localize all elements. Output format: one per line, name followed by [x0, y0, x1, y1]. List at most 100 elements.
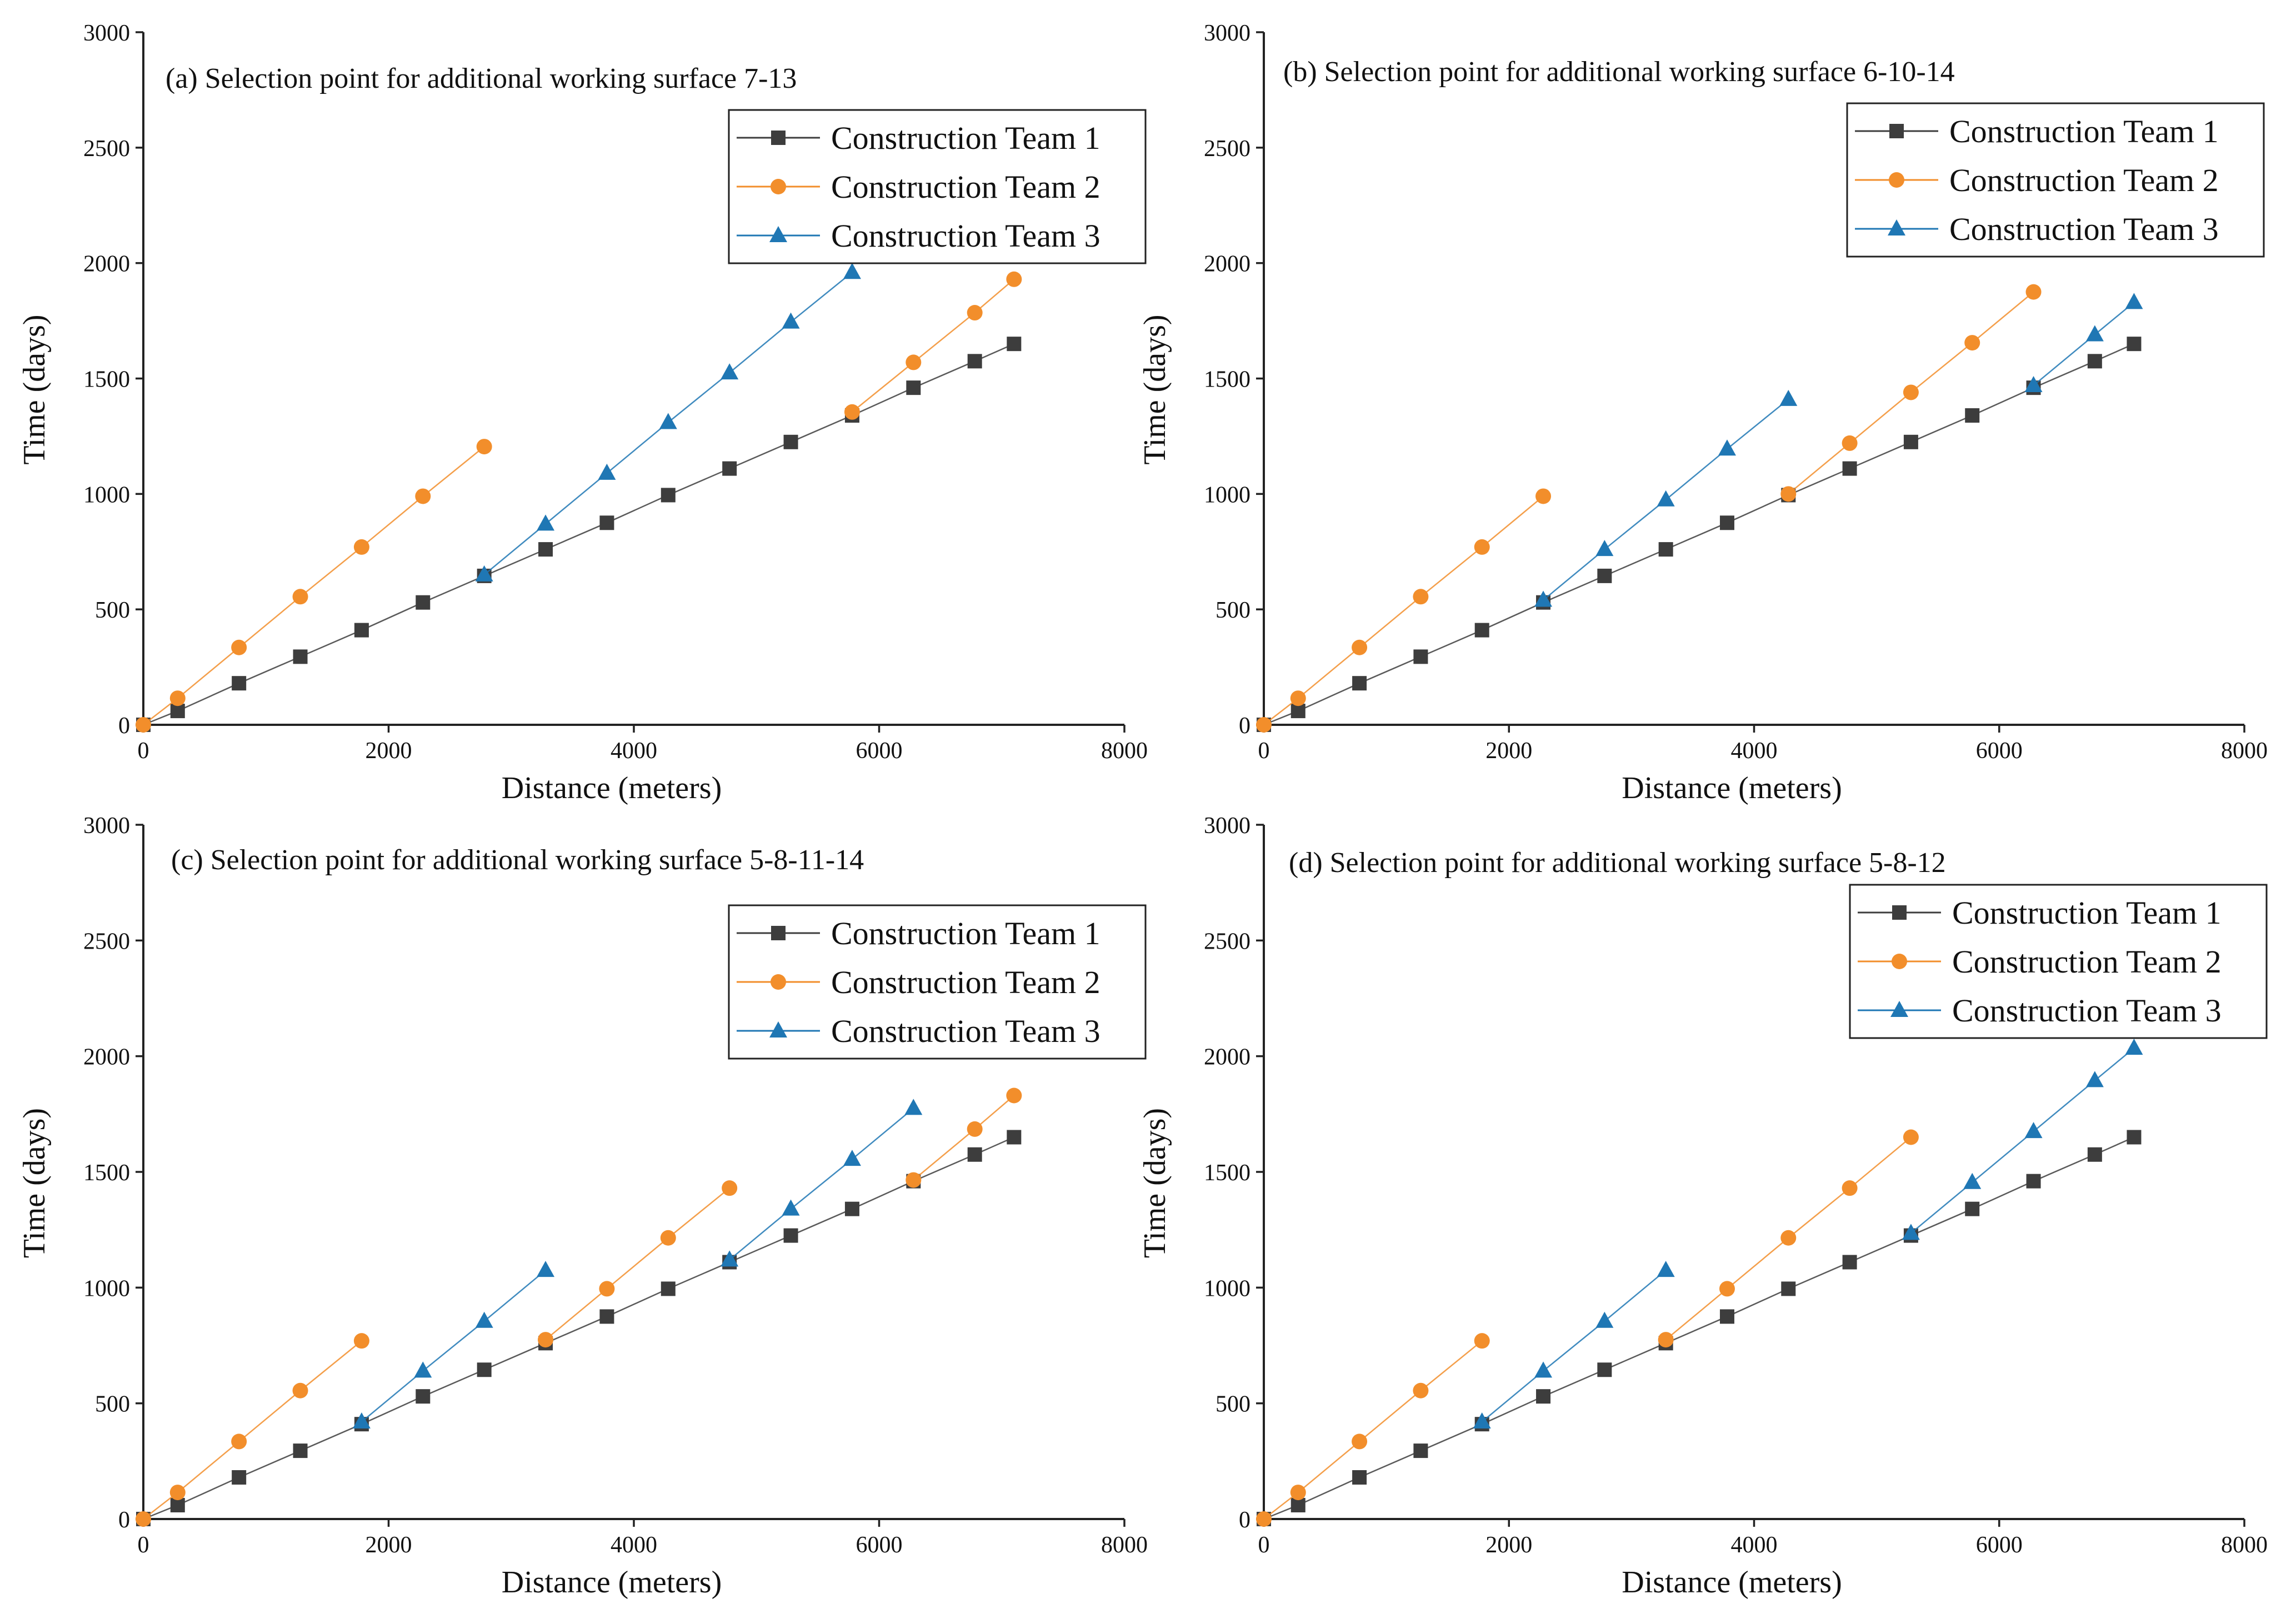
- data-point: [414, 1361, 432, 1378]
- legend-entry: Construction Team 3: [1949, 211, 2219, 247]
- data-point: [1474, 1333, 1490, 1349]
- y-axis-label: Time (days): [1138, 1108, 1172, 1258]
- legend-marker: [1890, 1001, 1908, 1017]
- data-point: [1965, 408, 1980, 423]
- legend-marker: [771, 926, 786, 940]
- data-point: [722, 461, 737, 476]
- x-tick-label: 4000: [611, 738, 657, 764]
- data-point: [1842, 1255, 1857, 1270]
- data-point: [1842, 435, 1858, 451]
- series-line: [143, 343, 1014, 726]
- y-tick-label: 1500: [1204, 1160, 1250, 1186]
- y-axis-label: Time (days): [17, 314, 52, 464]
- legend-entry: Construction Team 1: [831, 915, 1101, 951]
- data-point: [2087, 354, 2102, 369]
- y-tick-label: 500: [95, 1392, 130, 1417]
- panel-a: 0 2000 4000 6000 8000 0 500 1000 1500 2000 2500 300…: [17, 21, 1148, 805]
- x-axis-label: Distance (meters): [502, 1565, 722, 1600]
- series-line: [1263, 495, 1544, 725]
- data-point: [599, 515, 614, 530]
- data-point: [2125, 1039, 2143, 1055]
- panel-b: 0 2000 4000 6000 8000 0 500 1000 1500 2000 2500 300…: [1138, 21, 2268, 805]
- data-point: [1780, 486, 1797, 502]
- legend: Construction Team 1 Construction Team 2 Co…: [1849, 884, 2268, 1039]
- data-point: [659, 413, 677, 429]
- data-point: [1352, 1470, 1367, 1485]
- legend-entry: Construction Team 2: [1952, 944, 2222, 980]
- data-point: [1781, 1281, 1796, 1296]
- y-tick-label: 0: [1239, 1507, 1250, 1533]
- data-point: [416, 595, 431, 610]
- series-team-2: [1256, 1129, 1919, 1527]
- y-tick-label: 3000: [1204, 21, 1250, 46]
- legend: Construction Team 1 Construction Team 2 Co…: [728, 904, 1147, 1060]
- data-point: [1006, 271, 1022, 287]
- y-axis-label: Time (days): [1138, 314, 1172, 464]
- legend-marker: [1889, 124, 1904, 138]
- legend: Construction Team 1 Construction Team 2 Co…: [1846, 102, 2265, 258]
- data-point: [537, 1261, 555, 1277]
- y-tick-label: 1500: [83, 367, 130, 393]
- series-team-2: [136, 271, 1022, 733]
- y-tick-label: 500: [1215, 1392, 1250, 1417]
- data-point: [1718, 439, 1736, 456]
- data-point: [477, 1362, 492, 1377]
- x-axis-label: Distance (meters): [1622, 1565, 1842, 1600]
- data-point: [537, 514, 555, 531]
- panel-title: (a) Selection point for additional worki…: [166, 63, 797, 94]
- data-point: [2085, 325, 2104, 342]
- data-point: [1534, 1361, 1553, 1378]
- y-tick-label: 1000: [83, 1276, 130, 1301]
- data-point: [967, 305, 983, 321]
- series-team-1: [136, 337, 1022, 732]
- data-point: [1290, 690, 1306, 706]
- data-point: [783, 434, 798, 449]
- data-point: [1903, 384, 1919, 400]
- data-point: [353, 539, 369, 555]
- data-point: [967, 1121, 983, 1137]
- data-point: [292, 589, 308, 605]
- data-point: [170, 704, 185, 719]
- series-team-3: [475, 263, 861, 582]
- data-point: [906, 354, 922, 370]
- data-point: [416, 1389, 431, 1404]
- series-line: [1263, 1136, 2134, 1520]
- data-point: [293, 1443, 308, 1458]
- data-point: [2127, 337, 2142, 352]
- data-point: [475, 1311, 493, 1328]
- data-point: [1474, 623, 1489, 638]
- data-point: [783, 1228, 798, 1243]
- data-point: [722, 1180, 738, 1196]
- y-axis-label: Time (days): [17, 1108, 52, 1258]
- data-point: [782, 1199, 800, 1216]
- data-point: [169, 690, 186, 706]
- y-tick-label: 3000: [83, 21, 130, 46]
- series-line: [361, 1270, 546, 1422]
- series-team-1: [136, 1130, 1022, 1526]
- x-axis-label: Distance (meters): [502, 771, 722, 805]
- series-line: [1263, 343, 2134, 726]
- series-line: [852, 278, 1015, 413]
- legend-marker: [1889, 172, 1904, 188]
- data-point: [1473, 1412, 1491, 1428]
- data-point: [721, 363, 739, 380]
- legend-marker: [1892, 954, 1907, 969]
- x-tick-label: 8000: [1101, 1532, 1148, 1558]
- data-point: [906, 1172, 922, 1188]
- y-tick-label: 1500: [83, 1160, 130, 1186]
- data-point: [1413, 589, 1429, 605]
- data-point: [475, 565, 493, 582]
- data-point: [1290, 1498, 1305, 1512]
- data-point: [231, 1433, 247, 1450]
- panel-title: (c) Selection point for additional worki…: [171, 844, 864, 876]
- data-point: [1719, 515, 1734, 530]
- data-point: [843, 1150, 861, 1166]
- data-point: [1413, 1382, 1429, 1399]
- y-tick-label: 0: [118, 1507, 130, 1533]
- data-point: [1595, 540, 1614, 557]
- data-point: [136, 717, 151, 733]
- legend-marker: [1892, 905, 1907, 920]
- data-point: [1290, 704, 1305, 719]
- y-tick-label: 1000: [1204, 1276, 1250, 1301]
